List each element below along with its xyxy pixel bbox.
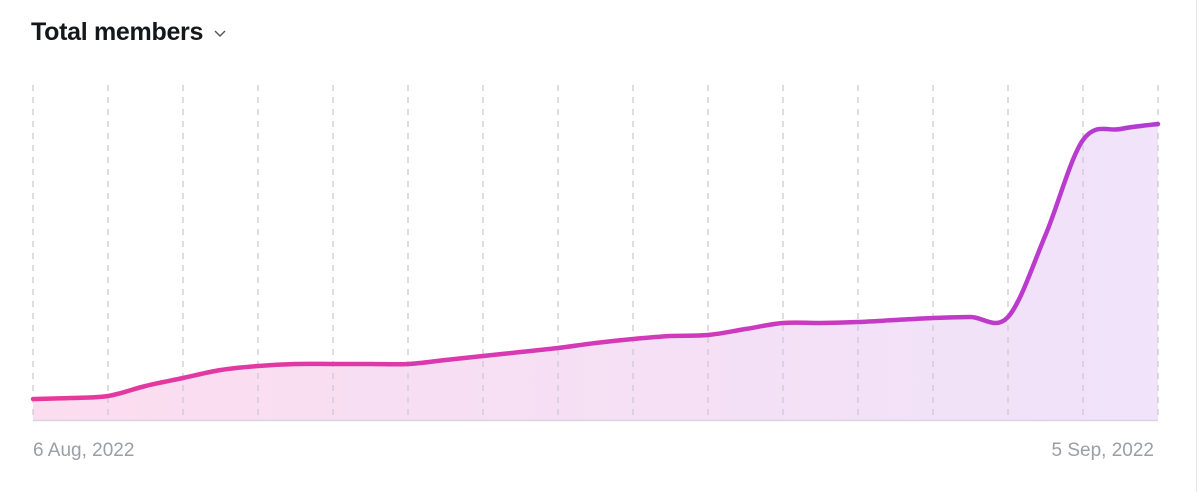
x-tick-label-end: 5 Sep, 2022 [1051,440,1154,461]
chevron-down-icon [214,30,226,37]
area-fill [33,124,1158,420]
chart-title-dropdown[interactable]: Total members [31,18,227,47]
series-line [30,121,1161,402]
chart-title: Total members [31,18,204,46]
card-edge [1196,0,1197,492]
x-tick-label-start: 6 Aug, 2022 [33,440,135,461]
